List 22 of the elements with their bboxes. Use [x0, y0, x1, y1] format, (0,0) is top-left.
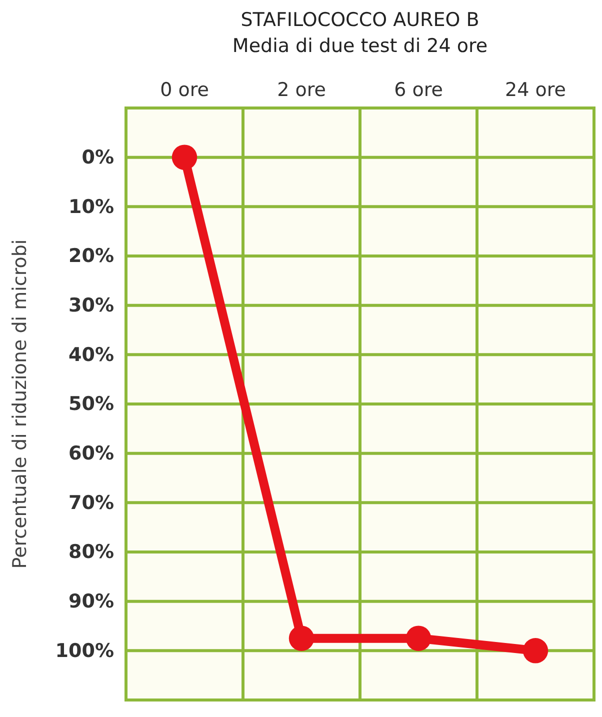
point	[522, 638, 548, 664]
y-tick-label: 30%	[68, 294, 114, 316]
chart-subtitle: Media di due test di 24 ore	[232, 35, 488, 57]
y-tick-label: 20%	[68, 245, 114, 268]
point	[172, 144, 198, 170]
point	[288, 626, 314, 651]
chart-title: STAFILOCOCCO AUREO B	[240, 9, 480, 31]
y-tick-label: 50%	[68, 393, 114, 416]
y-axis-title: Percentuale di riduzione di microbi	[9, 239, 31, 569]
y-tick-label: 80%	[68, 541, 114, 564]
y-tick-label: 70%	[68, 492, 114, 514]
y-tick-label: 0%	[82, 146, 114, 168]
y-tick-label: 10%	[68, 196, 114, 218]
y-tick-label: 60%	[68, 442, 114, 464]
y-tick-label: 40%	[68, 344, 114, 366]
point	[406, 626, 432, 651]
x-tick-label: 0 ore	[160, 79, 209, 101]
x-tick-label: 24 ore	[505, 79, 566, 101]
x-tick-label: 6 ore	[394, 79, 443, 101]
y-tick-label: 100%	[55, 640, 114, 662]
x-tick-label: 2 ore	[277, 79, 326, 101]
y-tick-label: 90%	[68, 590, 114, 612]
